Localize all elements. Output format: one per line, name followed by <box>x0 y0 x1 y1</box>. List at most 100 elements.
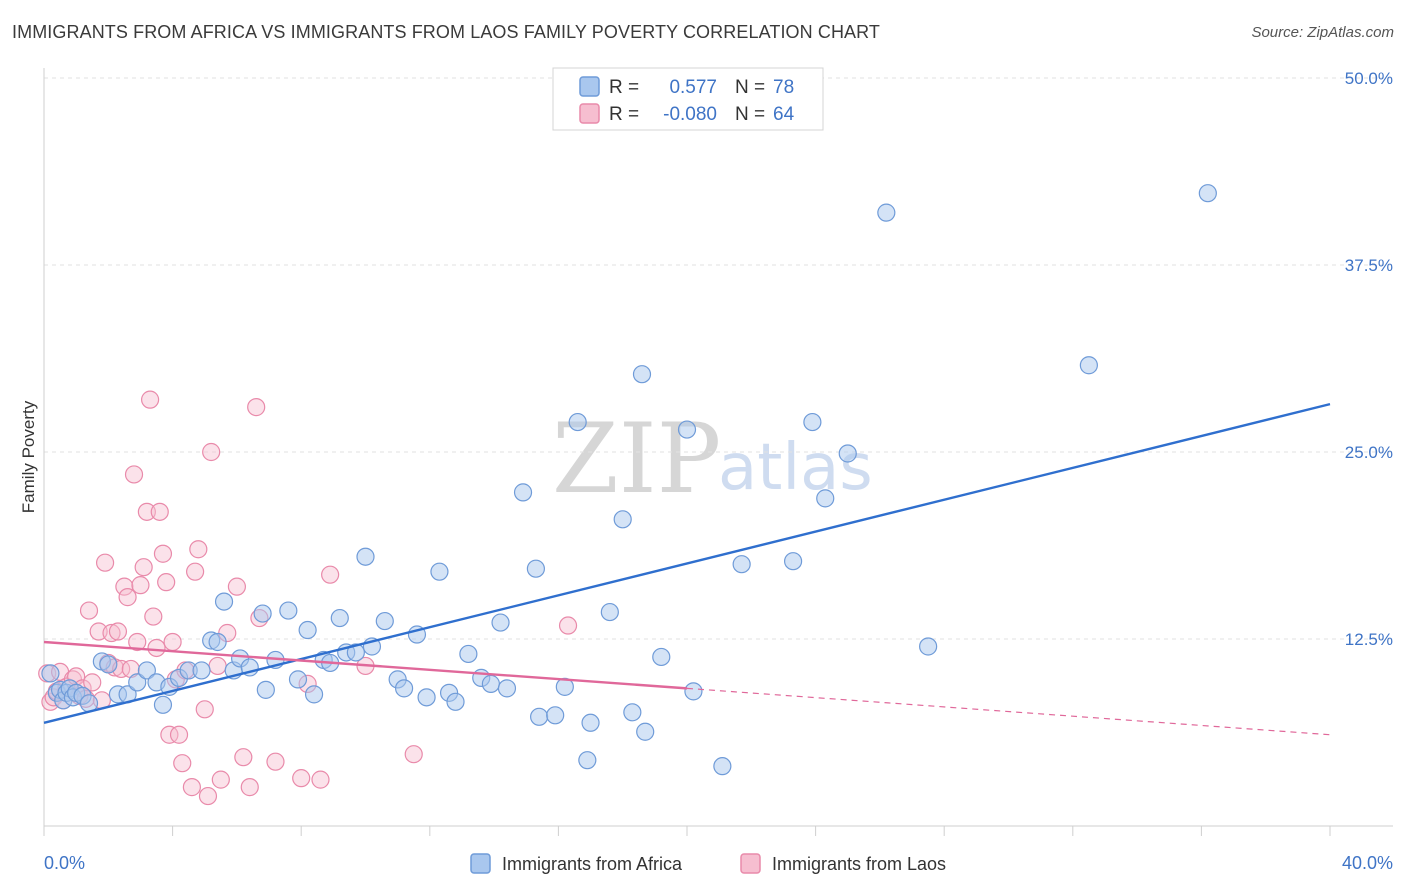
africa-point <box>546 706 565 725</box>
africa-point <box>99 655 118 674</box>
laos-point <box>227 577 246 596</box>
africa-point <box>430 562 449 581</box>
africa-point <box>298 620 317 640</box>
africa-point <box>713 757 732 776</box>
legend-n-label-laos: N = <box>735 104 765 125</box>
laos-point <box>240 778 259 797</box>
africa-point <box>1079 356 1098 375</box>
africa-trend-line <box>43 402 1331 724</box>
laos-point <box>189 540 208 559</box>
y-axis-label: Family Poverty <box>19 400 38 513</box>
laos-point <box>160 725 179 744</box>
y-tick-labels: 12.5% 25.0% 37.5% 50.0% <box>1345 69 1393 649</box>
africa-point <box>877 203 896 222</box>
africa-point <box>623 703 642 722</box>
africa-point <box>128 673 147 692</box>
africa-point <box>581 713 600 732</box>
laos-point <box>147 638 166 658</box>
laos-series <box>38 390 578 806</box>
laos-point <box>404 745 423 764</box>
africa-point <box>613 510 632 529</box>
laos-point <box>163 632 182 652</box>
laos-point <box>128 632 147 652</box>
laos-point <box>202 442 221 462</box>
laos-point <box>150 502 169 521</box>
laos-point <box>95 553 115 572</box>
laos-point <box>137 502 156 521</box>
africa-point <box>632 365 652 384</box>
laos-point <box>266 752 285 771</box>
laos-point <box>144 607 163 626</box>
correlation-legend: R = 0.577 N = 78 R = -0.080 N = 64 <box>552 67 824 131</box>
laos-point <box>131 576 150 595</box>
laos-point <box>173 754 192 773</box>
africa-point <box>600 602 619 622</box>
africa-point <box>330 608 349 628</box>
laos-point <box>211 770 230 789</box>
africa-point <box>1198 184 1217 203</box>
bottom-legend-label-laos: Immigrants from Laos <box>772 854 946 874</box>
africa-point <box>417 688 436 707</box>
africa-point <box>208 632 227 652</box>
africa-point <box>446 692 465 711</box>
africa-point <box>279 601 298 620</box>
africa-point <box>732 555 751 574</box>
legend-swatch-laos <box>579 103 600 124</box>
africa-point <box>684 682 703 701</box>
laos-point <box>311 770 330 789</box>
bottom-legend-swatch-africa <box>470 853 491 874</box>
laos-point <box>321 565 340 584</box>
laos-point <box>124 465 144 484</box>
laos-point <box>140 390 160 409</box>
legend-r-value-laos: -0.080 <box>663 104 717 125</box>
africa-point <box>652 647 671 667</box>
laos-point <box>118 588 137 607</box>
legend-r-value-africa: 0.577 <box>669 77 717 98</box>
africa-point <box>491 613 510 632</box>
africa-point <box>481 674 500 693</box>
africa-point <box>568 412 587 432</box>
africa-point <box>253 604 272 623</box>
legend-n-value-laos: 64 <box>773 104 795 125</box>
legend-swatch-africa <box>579 76 600 97</box>
africa-point <box>816 489 835 508</box>
y-tick-label: 12.5% <box>1345 630 1393 649</box>
laos-point <box>108 622 128 641</box>
x-tick-marks <box>43 826 1331 836</box>
africa-point <box>578 751 597 770</box>
laos-point <box>79 601 99 620</box>
laos-point <box>134 558 153 577</box>
africa-point <box>803 412 822 432</box>
bottom-legend-swatch-laos <box>740 853 761 874</box>
trend-lines <box>43 402 1331 736</box>
laos-point <box>186 562 205 581</box>
watermark-atlas: atlas <box>718 431 873 505</box>
y-tick-label: 25.0% <box>1345 443 1393 462</box>
laos-point <box>234 748 253 767</box>
africa-point <box>192 661 211 680</box>
africa-point <box>919 637 938 656</box>
legend-r-label-africa: R = <box>609 77 639 98</box>
africa-point <box>394 679 414 698</box>
laos-point <box>169 725 189 744</box>
africa-point <box>304 685 324 704</box>
africa-point <box>375 611 394 631</box>
africa-point <box>783 552 803 571</box>
africa-point <box>838 444 857 463</box>
x-tick-label-max: 40.0% <box>1342 853 1393 873</box>
africa-point <box>636 722 655 741</box>
series-legend: Immigrants from Africa Immigrants from L… <box>470 853 946 874</box>
legend-n-value-africa: 78 <box>773 77 794 98</box>
africa-point <box>497 679 517 698</box>
africa-point <box>677 420 697 439</box>
africa-point <box>346 643 365 662</box>
laos-point <box>153 544 173 563</box>
africa-point <box>530 707 549 726</box>
source-label: Source: ZipAtlas.com <box>1251 24 1394 41</box>
laos-point <box>247 398 266 417</box>
africa-point <box>137 661 156 680</box>
laos-point <box>182 778 201 797</box>
africa-point <box>459 644 478 664</box>
legend-n-label-africa: N = <box>735 77 765 98</box>
